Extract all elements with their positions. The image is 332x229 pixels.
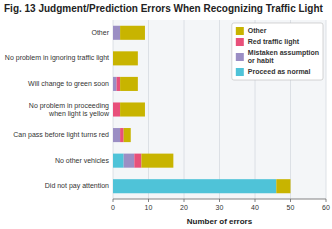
- legend: Other Red traffic light Mistaken assumptio…: [232, 23, 323, 80]
- grid-line: [148, 20, 149, 199]
- bar-segment: [120, 26, 145, 40]
- bar-segment: [113, 179, 276, 193]
- bar-segment: [120, 102, 145, 116]
- x-axis-label: Number of errors: [187, 217, 253, 226]
- bar-segment: [124, 154, 135, 168]
- bar-segment: [117, 77, 121, 91]
- bar-segment: [141, 154, 173, 168]
- chart: Fig. 13 Judgment/Prediction Errors When …: [0, 0, 332, 229]
- legend-label: Red traffic light: [248, 38, 300, 46]
- legend-swatch: [236, 68, 244, 76]
- x-axis-line: [113, 199, 326, 200]
- tick-mark: [113, 199, 114, 202]
- tick-label: 0: [111, 204, 115, 211]
- tick-label: 30: [216, 204, 224, 211]
- bar-segment: [120, 77, 138, 91]
- tick-mark: [326, 199, 327, 202]
- tick-label: 10: [145, 204, 153, 211]
- grid-line: [326, 20, 327, 199]
- category-label: No problem in ignoring traffic light: [5, 54, 109, 62]
- tick-mark: [290, 199, 291, 202]
- plot-area: [113, 20, 326, 199]
- category-label: No problem in proceedingwhen light is ye…: [29, 101, 110, 117]
- bar-segment: [113, 77, 117, 91]
- bar-segment: [113, 102, 120, 116]
- legend-swatch: [236, 27, 244, 35]
- bar-segment: [113, 154, 124, 168]
- tick-mark: [148, 199, 149, 202]
- category-label: No other vehicles: [55, 156, 110, 163]
- tick-label: 20: [180, 204, 188, 211]
- category-label: Can pass before light turns red: [13, 131, 109, 139]
- legend-swatch: [236, 53, 244, 61]
- bar-segment: [120, 128, 124, 142]
- bar-segment: [113, 128, 120, 142]
- bar-segment: [113, 26, 120, 40]
- legend-label: Other: [248, 27, 267, 34]
- category-label: Other: [91, 29, 109, 36]
- category-label: Will change to green soon: [28, 80, 109, 88]
- bar-segment: [134, 154, 141, 168]
- grid-line: [219, 20, 220, 199]
- legend-label: Mistaken assumptionor habit: [248, 49, 319, 64]
- legend-box: [232, 23, 323, 80]
- tick-mark: [219, 199, 220, 202]
- title: Fig. 13 Judgment/Prediction Errors When …: [4, 3, 324, 14]
- tick-mark: [255, 199, 256, 202]
- tick-mark: [184, 199, 185, 202]
- tick-label: 60: [322, 204, 330, 211]
- legend-label: Proceed as normal: [248, 68, 311, 75]
- bar-segment: [124, 128, 131, 142]
- tick-label: 50: [287, 204, 295, 211]
- bar-segment: [276, 179, 290, 193]
- legend-swatch: [236, 38, 244, 46]
- grid-line: [184, 20, 185, 199]
- bar-segment: [113, 51, 138, 65]
- tick-label: 40: [251, 204, 259, 211]
- category-label: Did not pay attention: [45, 182, 109, 190]
